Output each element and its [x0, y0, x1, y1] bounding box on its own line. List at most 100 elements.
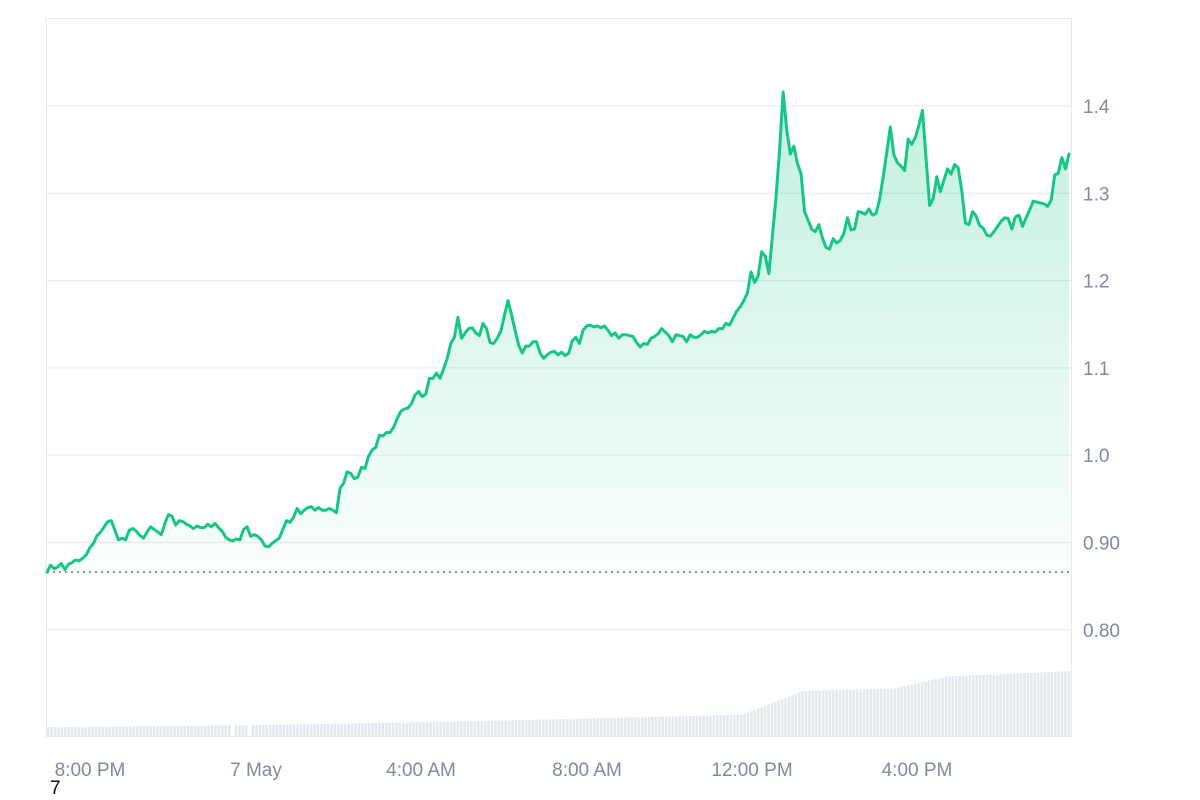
- y-tick-label: 1.2: [1083, 272, 1109, 293]
- volume-bar: [374, 723, 378, 736]
- volume-bar: [446, 721, 449, 736]
- volume-bar: [603, 718, 606, 736]
- volume-bar: [760, 707, 763, 736]
- x-tick-label: 12:00 PM: [711, 760, 792, 781]
- volume-bar: [422, 722, 425, 736]
- volume-bar: [442, 721, 446, 736]
- volume-bar: [149, 726, 152, 736]
- volume-bar: [623, 717, 627, 736]
- volume-bar: [1009, 673, 1013, 736]
- volume-bar: [128, 726, 132, 736]
- volume-bar: [965, 675, 968, 736]
- volume-bar: [60, 726, 64, 736]
- volume-bar: [1053, 671, 1057, 736]
- volume-bar: [210, 725, 214, 736]
- volume-bar: [644, 717, 647, 736]
- volume-bar: [541, 719, 545, 736]
- volume-bar: [190, 725, 193, 736]
- volume-bar: [282, 724, 286, 736]
- volume-bar: [531, 719, 535, 736]
- volume-bar: [692, 715, 695, 736]
- volume-bar: [367, 723, 371, 736]
- volume-bar: [941, 677, 944, 736]
- volume-bar: [948, 676, 951, 736]
- y-tick-label: 1.3: [1083, 184, 1109, 205]
- volume-bar: [118, 726, 122, 736]
- volume-bar: [388, 722, 391, 736]
- volume-bar: [842, 689, 845, 736]
- volume-bar: [729, 714, 733, 736]
- volume-bar: [688, 716, 692, 736]
- volume-bar: [292, 724, 296, 736]
- volume-bar: [521, 720, 524, 736]
- volume-bar: [934, 679, 937, 736]
- volume-bar: [794, 693, 798, 736]
- volume-bar: [224, 725, 227, 736]
- volume-bar: [1033, 672, 1036, 736]
- volume-bar: [487, 720, 490, 736]
- volume-bar: [569, 718, 572, 736]
- volume-bar: [835, 690, 838, 736]
- volume-bar: [992, 674, 995, 736]
- volume-bar: [514, 720, 518, 736]
- volume-bar: [552, 719, 555, 736]
- volume-bar: [821, 690, 825, 736]
- volume-bar: [750, 711, 753, 736]
- volume-bar: [265, 724, 268, 736]
- volume-bar: [163, 726, 166, 736]
- volume-bar: [432, 721, 436, 736]
- volume-bar: [1036, 672, 1040, 736]
- volume-bar: [490, 720, 494, 736]
- volume-bar: [480, 720, 483, 736]
- volume-bar: [1019, 673, 1023, 736]
- volume-bar: [832, 690, 835, 736]
- volume-bar: [811, 690, 815, 736]
- volume-bar: [681, 716, 685, 736]
- volume-bar: [1060, 671, 1064, 736]
- volume-bar: [193, 725, 197, 736]
- volume-bar: [415, 722, 419, 736]
- volume-bar: [896, 687, 900, 736]
- volume-bar: [576, 718, 579, 736]
- volume-bar: [883, 688, 886, 736]
- volume-bar: [582, 718, 586, 736]
- volume-bar: [845, 689, 849, 736]
- volume-bar: [101, 726, 105, 736]
- volume-bar: [183, 725, 187, 736]
- volume-bar: [84, 726, 88, 736]
- volume-bar: [494, 720, 497, 736]
- volume-bar: [207, 725, 210, 736]
- volume-bar: [251, 725, 255, 736]
- volume-bar: [862, 689, 866, 736]
- volume-bar: [1023, 673, 1026, 736]
- volume-bar: [825, 690, 828, 736]
- volume-bar: [268, 724, 272, 736]
- volume-bar: [801, 691, 804, 736]
- volume-bar: [1002, 674, 1006, 736]
- volume-bar: [579, 718, 582, 736]
- volume-bar: [350, 723, 354, 736]
- volume-bar: [859, 689, 862, 736]
- volume-bar: [64, 726, 67, 736]
- volume-bar: [91, 726, 94, 736]
- volume-bar: [791, 695, 794, 736]
- volume-bar: [180, 725, 183, 736]
- volume-bar: [927, 680, 931, 736]
- volume-bar: [504, 720, 507, 736]
- volume-bar: [173, 726, 176, 736]
- volume-bar: [743, 713, 746, 736]
- volume-bar: [722, 715, 726, 736]
- volume-bar: [343, 723, 347, 736]
- volume-bar: [357, 723, 361, 736]
- y-axis-ticks: 1.4 1.3 1.2 1.1 1.0 0.90 0.80: [1083, 97, 1120, 642]
- volume-bar: [70, 726, 74, 736]
- volume-bar: [405, 722, 408, 736]
- volume-bar: [756, 708, 760, 736]
- volume-bar: [627, 717, 630, 736]
- volume-bar: [671, 716, 675, 736]
- volume-bar: [924, 681, 927, 736]
- y-tick-label: 1.4: [1083, 97, 1110, 118]
- volume-bar: [787, 696, 791, 736]
- volume-bar: [204, 725, 207, 736]
- volume-bar: [767, 704, 770, 736]
